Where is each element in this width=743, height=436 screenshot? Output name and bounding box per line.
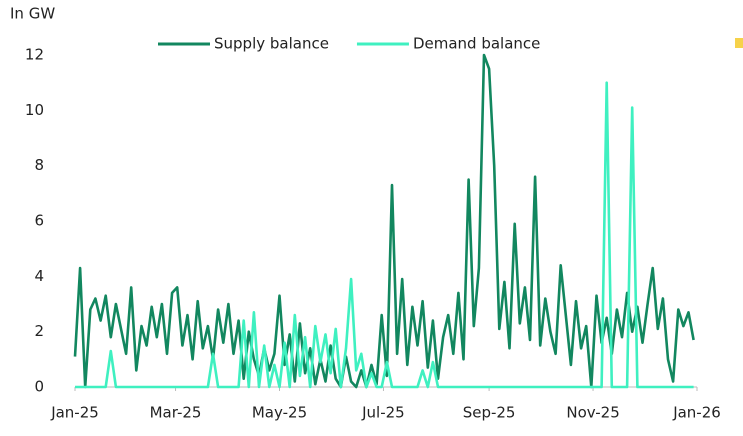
- legend-label: Demand balance: [413, 35, 540, 53]
- clipped-panel-marker: [735, 38, 743, 48]
- x-tick-label: Sep-25: [463, 404, 516, 422]
- x-tick-label: Mar-25: [150, 404, 202, 422]
- series-line: [75, 81, 694, 389]
- y-tick-label: 8: [34, 156, 44, 174]
- y-tick-label: 2: [34, 322, 44, 340]
- y-tick-label: 10: [25, 101, 44, 119]
- y-tick-label: 0: [34, 378, 44, 396]
- x-tick-label: Jan-25: [50, 404, 99, 422]
- y-tick-label: 12: [25, 46, 44, 64]
- x-tick-label: May-25: [252, 404, 307, 422]
- y-tick-label: 4: [34, 267, 44, 285]
- x-tick-label: Nov-25: [566, 404, 619, 422]
- legend-label: Supply balance: [214, 35, 329, 53]
- x-tick-label: Jan-26: [672, 404, 721, 422]
- y-tick-label: 6: [34, 212, 44, 230]
- x-tick-label: Jul-25: [361, 404, 405, 422]
- y-axis-label: In GW: [10, 5, 55, 23]
- series-line: [73, 53, 695, 389]
